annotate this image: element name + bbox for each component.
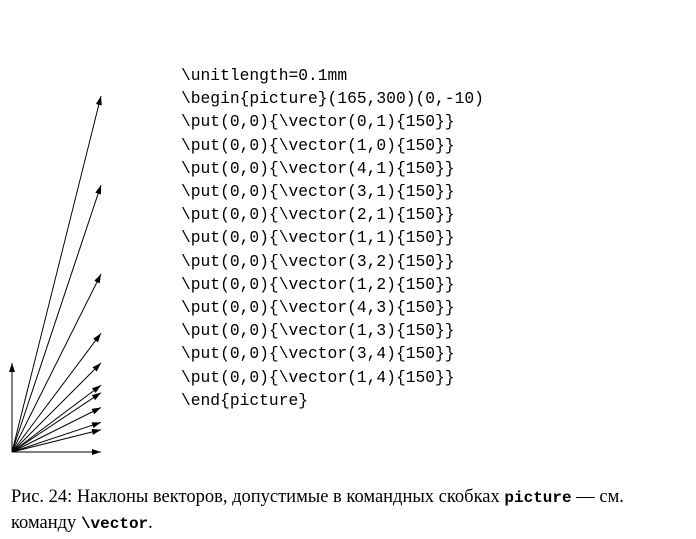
- code-line: \put(0,0){\vector(1,4){150}}: [181, 367, 455, 387]
- caption-text-2: — см. команду: [11, 487, 624, 533]
- arrowhead: [94, 274, 101, 284]
- code-line: \put(0,0){\vector(1,1){150}}: [181, 228, 455, 248]
- vector-arrow: [11, 362, 102, 453]
- arrowhead: [93, 333, 101, 343]
- arrowhead: [95, 96, 102, 106]
- vector-arrow: [11, 429, 102, 453]
- vector-arrow: [11, 407, 102, 453]
- caption-env-name: picture: [504, 489, 572, 507]
- arrowhead: [92, 385, 101, 394]
- vector-arrow: [11, 421, 102, 453]
- code-line: \put(0,0){\vector(2,1){150}}: [181, 205, 455, 225]
- vector-arrow: [11, 95, 102, 453]
- latex-code-listing: \unitlength=0.1mm \begin{picture}(165,300…: [181, 64, 484, 412]
- arrowhead: [92, 449, 101, 455]
- caption-command-name: \vector: [80, 515, 149, 533]
- code-line: \put(0,0){\vector(3,2){150}}: [181, 251, 455, 271]
- code-line: \end{picture}: [181, 390, 309, 410]
- code-line: \put(0,0){\vector(4,1){150}}: [181, 158, 455, 178]
- figure-caption: Рис. 24: Наклоны векторов, допустимые в …: [11, 485, 691, 537]
- arrowhead: [9, 363, 15, 372]
- vector-arrow: [11, 184, 102, 453]
- arrowhead: [92, 363, 101, 372]
- code-line: \unitlength=0.1mm: [181, 66, 348, 85]
- code-line: \put(0,0){\vector(1,0){150}}: [181, 135, 455, 155]
- vector-arrow: [9, 363, 15, 452]
- vector-arrow: [12, 449, 101, 455]
- code-line: \put(0,0){\vector(3,1){150}}: [181, 182, 455, 202]
- arrowhead: [91, 429, 101, 435]
- arrowhead: [91, 407, 101, 415]
- vector-arrow: [11, 392, 102, 453]
- arrowhead: [91, 392, 101, 401]
- arrowhead: [91, 422, 101, 429]
- code-line: \put(0,0){\vector(4,3){150}}: [181, 298, 455, 318]
- vector-arrow: [11, 384, 102, 453]
- vector-arrow: [11, 273, 102, 453]
- code-line: \begin{picture}(165,300)(0,-10): [181, 89, 484, 109]
- vector-arrow: [11, 333, 102, 453]
- code-line: \put(0,0){\vector(0,1){150}}: [181, 112, 455, 132]
- code-line: \put(0,0){\vector(3,4){150}}: [181, 344, 455, 364]
- caption-end: .: [148, 513, 153, 533]
- code-line: \put(0,0){\vector(1,3){150}}: [181, 321, 455, 341]
- arrowhead: [95, 185, 101, 195]
- code-line: \put(0,0){\vector(1,2){150}}: [181, 274, 455, 294]
- caption-text: Рис. 24: Наклоны векторов, допустимые в …: [11, 487, 505, 507]
